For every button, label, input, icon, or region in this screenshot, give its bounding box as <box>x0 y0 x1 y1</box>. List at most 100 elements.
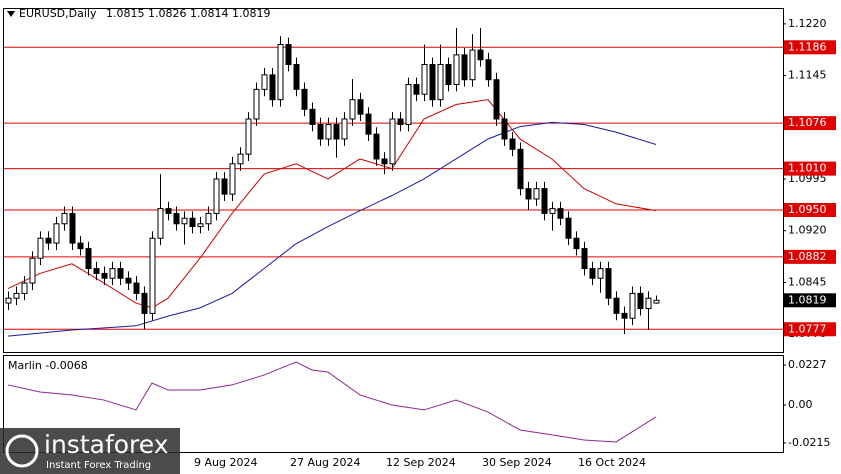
level-label-bg <box>784 249 836 264</box>
candle-body <box>237 153 244 165</box>
y-tick-label: 1.1145 <box>788 69 827 82</box>
price-label: 1.0819 <box>788 293 827 306</box>
candle-body <box>341 118 348 140</box>
candle-body <box>453 54 460 86</box>
candle-body <box>149 237 156 314</box>
price-pane <box>3 8 784 353</box>
level-label: 1.1010 <box>788 162 827 175</box>
x-tick-label: 27 Aug 2024 <box>290 456 360 469</box>
x-tick-label: 30 Sep 2024 <box>482 456 552 469</box>
candle-body <box>213 178 220 214</box>
watermark-bg <box>0 428 180 474</box>
candle-body <box>101 272 108 279</box>
candle-body <box>293 64 300 90</box>
candle-body <box>549 208 556 214</box>
candle-body <box>253 88 260 120</box>
candle-body <box>533 188 540 200</box>
candle-body <box>197 223 204 228</box>
candle-body <box>589 268 596 279</box>
x-tick-label: 16 Oct 2024 <box>578 456 646 469</box>
candle-body <box>205 212 212 225</box>
candle-body <box>557 208 564 219</box>
indicator-value: -0.0068 <box>45 359 87 372</box>
candle-body <box>629 292 636 319</box>
candle-body <box>325 124 332 140</box>
level-label-bg <box>784 116 836 131</box>
candle-body <box>421 64 428 95</box>
level-label: 1.1186 <box>788 40 827 53</box>
candle-body <box>29 257 36 284</box>
watermark-brand: instaforex <box>44 430 169 459</box>
candle-body <box>69 212 76 244</box>
x-tick-label: 9 Aug 2024 <box>194 456 257 469</box>
chart-title: EURUSD,Daily <box>19 7 97 20</box>
candle-body <box>485 59 492 81</box>
candle-body <box>565 217 572 239</box>
candle-body <box>269 74 276 101</box>
level-label: 1.0777 <box>788 322 827 335</box>
candle-body <box>645 297 652 310</box>
candle-body <box>125 277 132 284</box>
candle-body <box>653 299 660 304</box>
candle-body <box>605 268 612 299</box>
chart-header: EURUSD,Daily 1.0815 1.0826 1.0814 1.0819 <box>19 7 270 20</box>
candle-body <box>189 217 196 228</box>
candle-body <box>445 64 452 86</box>
price-label-bg <box>784 293 836 308</box>
y-tick-label: 1.0845 <box>788 275 827 288</box>
candle-body <box>541 188 548 214</box>
level-label-bg <box>784 40 836 55</box>
level-label: 1.0882 <box>788 250 827 263</box>
candle-body <box>21 282 28 294</box>
candle-body <box>45 237 52 244</box>
y-tick-label: 1.0920 <box>788 224 827 237</box>
candle-body <box>301 88 308 110</box>
header-close: 1.0819 <box>232 7 271 20</box>
candle-body <box>621 312 628 319</box>
candle-body <box>573 237 580 250</box>
watermark-logo <box>5 434 39 468</box>
candle-body <box>397 118 404 126</box>
x-tick-label: 12 Sep 2024 <box>386 456 456 469</box>
candle-body <box>581 248 588 270</box>
level-label-bg <box>784 322 836 337</box>
candle-body <box>165 208 172 214</box>
candle-body <box>373 133 380 160</box>
watermark-tagline: Instant Forex Trading <box>46 460 151 471</box>
candle-body <box>5 297 12 304</box>
candle-body <box>245 118 252 155</box>
level-label: 1.0950 <box>788 203 827 216</box>
candle-body <box>517 148 524 190</box>
y-tick-label: -0.0215 <box>788 436 830 449</box>
candle-body <box>357 99 364 115</box>
candle-body <box>141 292 148 314</box>
y-tick-label: 1.1220 <box>788 17 827 30</box>
candle-body <box>381 158 388 165</box>
candle-body <box>221 178 228 195</box>
candle-body <box>181 217 188 225</box>
header-low: 1.0814 <box>190 7 229 20</box>
candle-body <box>525 188 532 200</box>
level-label-bg <box>784 202 836 217</box>
candle-body <box>285 44 292 66</box>
candle-body <box>461 54 468 81</box>
candle-body <box>597 268 604 279</box>
candle-body <box>117 268 124 279</box>
candle-body <box>349 99 356 120</box>
candle-body <box>317 124 324 140</box>
header-open: 1.0815 <box>106 7 145 20</box>
candle-body <box>493 79 500 120</box>
moving-average <box>7 99 657 309</box>
candle-body <box>229 163 236 195</box>
moving-average <box>7 121 657 337</box>
candle-body <box>469 49 476 81</box>
candle-body <box>261 74 268 90</box>
menu-arrow <box>7 11 15 17</box>
candle-body <box>109 268 116 279</box>
candle-body <box>413 84 420 95</box>
level-label: 1.1076 <box>788 116 827 129</box>
candle-body <box>37 237 44 259</box>
candle-body <box>173 212 180 225</box>
indicator-title: Marlin <box>8 359 42 372</box>
